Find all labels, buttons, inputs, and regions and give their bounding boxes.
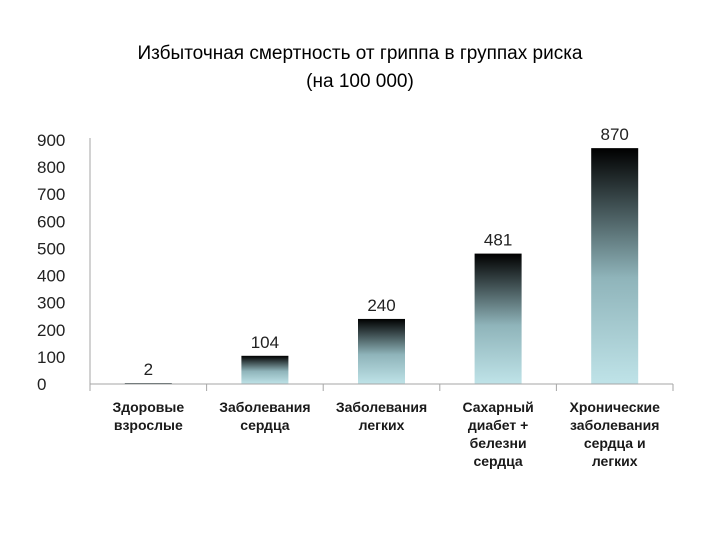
bars <box>124 148 639 384</box>
axes <box>89 138 674 391</box>
data-label: 2 <box>144 360 153 379</box>
x-category-label: Хронические заболевания сердца и легких <box>569 399 660 469</box>
bar <box>591 148 639 384</box>
chart-subtitle: (на 100 000) <box>306 71 414 92</box>
data-label: 870 <box>601 125 629 144</box>
chart-title: Избыточная смертность от гриппа в группа… <box>0 40 720 96</box>
y-tick-label: 100 <box>37 348 65 367</box>
data-label: 481 <box>484 231 512 250</box>
data-label: 104 <box>251 333 279 352</box>
y-tick-label: 400 <box>37 267 65 286</box>
y-axis-ticks: 0 100 200 300 400 500 600 700 800 900 <box>37 131 65 394</box>
x-category-label: Заболевания легких <box>336 399 427 433</box>
x-category-label: Здоровые взрослые <box>112 399 184 433</box>
x-category-label: Сахарный диабет + белезни сердца <box>462 399 533 469</box>
chart-title-main: Избыточная смертность от гриппа в группа… <box>137 43 583 64</box>
category-labels: Здоровые взрослые Заболевания сердца Заболев… <box>112 399 660 469</box>
y-tick-label: 900 <box>37 131 65 150</box>
data-labels: 2 104 240 481 870 <box>144 125 629 379</box>
bar <box>474 253 522 384</box>
y-tick-label: 800 <box>37 158 65 177</box>
y-tick-label: 200 <box>37 321 65 340</box>
y-tick-label: 700 <box>37 185 65 204</box>
y-tick-label: 300 <box>37 294 65 313</box>
bar <box>358 318 405 384</box>
data-label: 240 <box>367 296 395 315</box>
bar <box>241 355 289 384</box>
y-tick-label: 0 <box>37 375 46 394</box>
x-category-label: Заболевания сердца <box>219 399 310 433</box>
y-tick-label: 600 <box>37 212 65 231</box>
y-tick-label: 500 <box>37 239 65 258</box>
